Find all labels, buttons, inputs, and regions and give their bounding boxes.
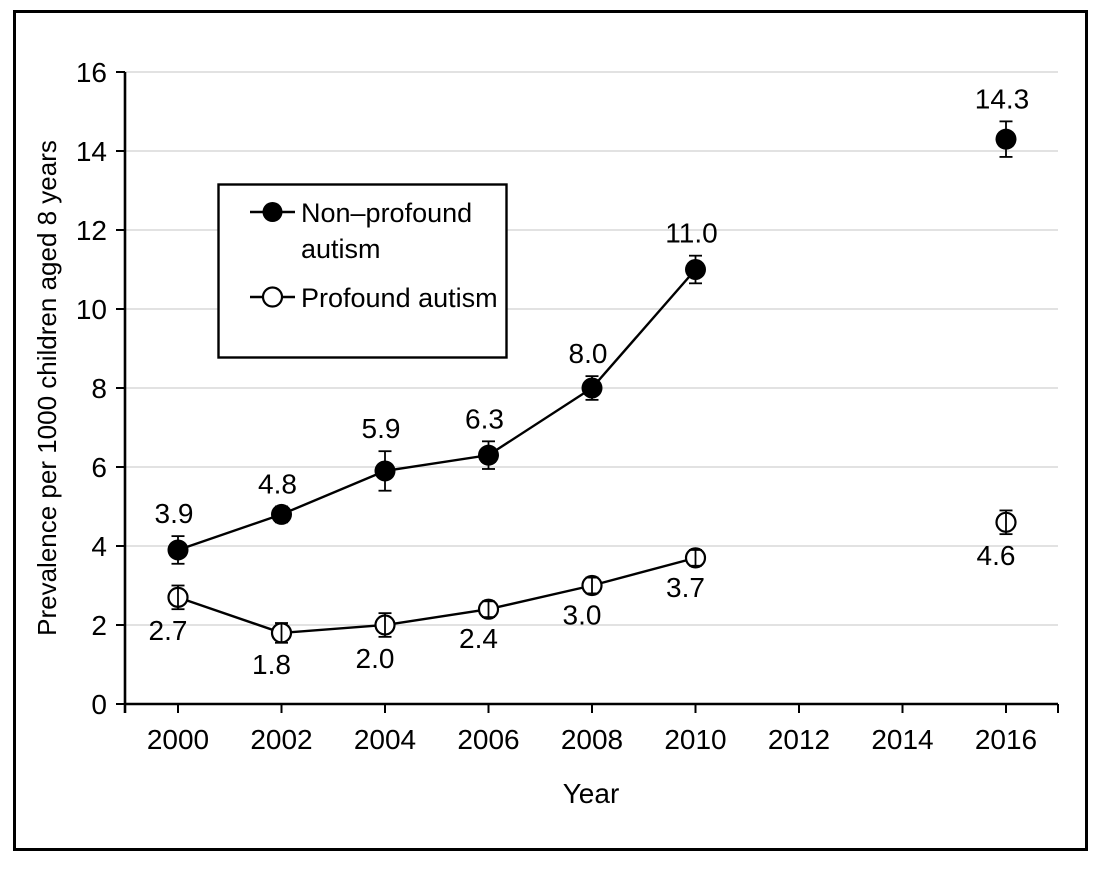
error-bar-profound-autism-2008: [585, 576, 599, 595]
data-label-profound-autism-2006: 2.4: [459, 623, 498, 654]
data-label-non-profound-autism-2002: 4.8: [258, 469, 297, 500]
error-bar-non-profound-autism-2004: [378, 450, 392, 492]
x-tick-label-2006: 2006: [457, 724, 519, 755]
x-tick-label-2012: 2012: [768, 724, 830, 755]
y-tick-label-4: 4: [91, 531, 107, 562]
legend-label-profound-autism-line-1: Profound autism: [301, 283, 498, 313]
legend-label-non-profound-autism-line-2: autism: [301, 234, 381, 264]
y-tick-label-2: 2: [91, 610, 107, 641]
legend-entry-non-profound-autism: Non–profound autism: [250, 198, 472, 264]
error-bar-profound-autism-2010: [689, 549, 702, 567]
error-bar-non-profound-autism-2008: [585, 375, 599, 401]
data-label-profound-autism-2000: 2.7: [149, 615, 188, 646]
y-axis-title: Prevalence per 1000 children aged 8 year…: [32, 140, 62, 636]
error-bar-non-profound-autism-2000: [171, 535, 185, 565]
legend: Non–profound autism Profound autism: [217, 183, 508, 359]
error-bar-profound-autism-2002: [275, 622, 288, 644]
y-tick-label-6: 6: [91, 452, 107, 483]
y-tick-label-0: 0: [91, 689, 107, 720]
x-tick-label-2008: 2008: [561, 724, 623, 755]
data-label-profound-autism-2016: 4.6: [977, 540, 1016, 571]
x-tick-label-2016: 2016: [975, 724, 1037, 755]
x-tick-label-2000: 2000: [147, 724, 209, 755]
data-label-non-profound-autism-2016: 14.3: [975, 83, 1030, 114]
y-tick-label-14: 14: [76, 136, 107, 167]
data-label-non-profound-autism-2010: 11.0: [665, 218, 717, 249]
error-bar-profound-autism-2004: [378, 612, 392, 638]
series-line-profound-autism: [177, 556, 696, 635]
figure-border: [13, 10, 1088, 851]
x-tick-label-2004: 2004: [354, 724, 416, 755]
x-tick-label-2014: 2014: [871, 724, 933, 755]
legend-label-non-profound-autism-line-1: Non–profound: [301, 198, 472, 228]
data-label-non-profound-autism-2008: 8.0: [569, 338, 608, 369]
x-tick-label-2010: 2010: [664, 724, 726, 755]
x-axis-title: Year: [563, 778, 620, 809]
y-tick-label-10: 10: [76, 294, 107, 325]
y-tick-label-16: 16: [76, 57, 107, 88]
error-bar-profound-autism-2006: [482, 600, 495, 618]
data-label-non-profound-autism-2004: 5.9: [362, 413, 401, 444]
data-label-profound-autism-2010: 3.7: [666, 572, 705, 603]
series-layer: 3.9 4.8 5.9 6.3 8.0 11.0 14.3 2.7 1.8 2.0 2.4 3.0 3.…: [149, 83, 1030, 679]
legend-marker-open-circle: [261, 286, 284, 308]
legend-marker-filled-circle: [262, 202, 283, 222]
data-label-profound-autism-2008: 3.0: [563, 599, 602, 630]
y-tick-label-12: 12: [76, 215, 107, 246]
error-bar-non-profound-autism-2016: [999, 120, 1013, 158]
error-bar-non-profound-autism-2006: [482, 440, 495, 470]
error-bar-non-profound-autism-2002: [275, 505, 288, 524]
data-label-profound-autism-2002: 1.8: [252, 649, 291, 680]
error-bar-non-profound-autism-2010: [689, 254, 702, 285]
x-tick-label-2002: 2002: [250, 724, 312, 755]
y-tick-label-8: 8: [91, 373, 107, 404]
error-bar-profound-autism-2016: [999, 509, 1013, 536]
legend-entry-profound-autism: Profound autism: [250, 283, 498, 313]
error-bar-profound-autism-2000: [171, 584, 185, 611]
data-label-non-profound-autism-2000: 3.9: [155, 498, 194, 529]
data-label-profound-autism-2004: 2.0: [356, 643, 395, 674]
axes: 0 2 4 6 8 10 12 14 16 2000 2002 2004 2006 2008 2010 201…: [76, 57, 1059, 755]
series-line-non-profound-autism: [177, 268, 697, 552]
data-label-non-profound-autism-2006: 6.3: [465, 403, 504, 434]
